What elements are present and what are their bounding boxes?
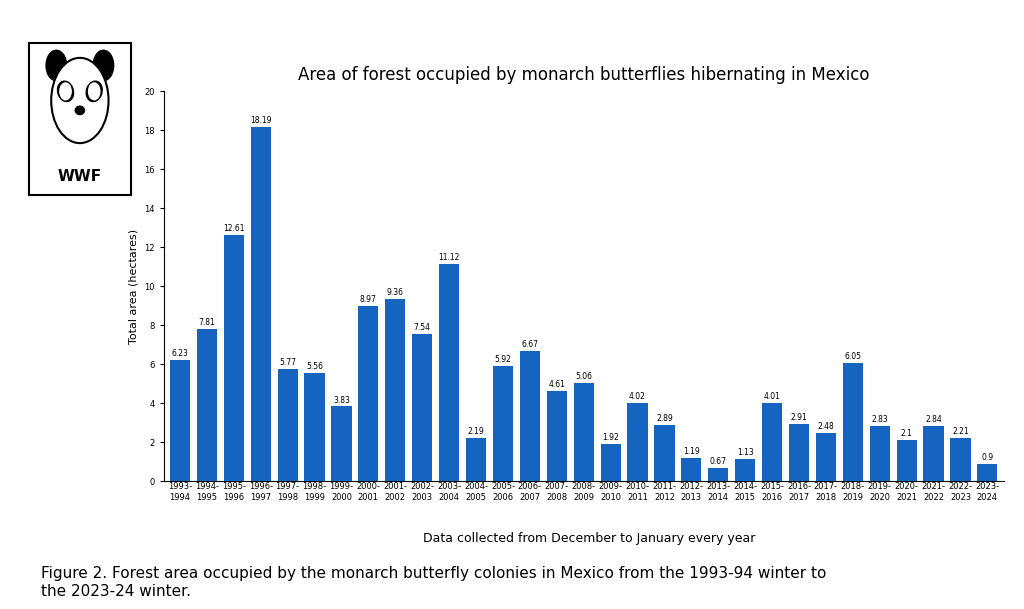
Bar <box>843 363 863 481</box>
Bar <box>520 351 540 481</box>
Text: 2.48: 2.48 <box>817 422 835 431</box>
Bar <box>466 438 486 481</box>
Bar <box>950 438 971 481</box>
Bar <box>628 403 647 481</box>
Ellipse shape <box>57 81 74 102</box>
Bar <box>897 440 916 481</box>
Text: 12.61: 12.61 <box>223 225 245 233</box>
Bar <box>197 329 217 481</box>
Text: 2.89: 2.89 <box>656 414 673 423</box>
Bar <box>709 468 728 481</box>
Text: 9.36: 9.36 <box>387 288 403 297</box>
Circle shape <box>93 50 114 81</box>
Bar <box>385 298 406 481</box>
Text: 6.23: 6.23 <box>172 349 188 357</box>
Ellipse shape <box>76 106 84 114</box>
Bar <box>681 458 701 481</box>
Text: 5.77: 5.77 <box>280 357 296 367</box>
Circle shape <box>46 50 67 81</box>
Text: 2.83: 2.83 <box>871 415 888 424</box>
Text: 0.67: 0.67 <box>710 457 727 466</box>
Bar <box>304 373 325 481</box>
Bar <box>412 334 432 481</box>
Text: 18.19: 18.19 <box>250 116 271 125</box>
Text: 2.91: 2.91 <box>791 414 807 423</box>
Text: 6.67: 6.67 <box>521 340 539 349</box>
Bar <box>654 425 675 481</box>
Text: 1.19: 1.19 <box>683 447 699 456</box>
Text: 5.06: 5.06 <box>575 371 592 381</box>
Bar <box>439 264 459 481</box>
Text: 11.12: 11.12 <box>438 253 460 262</box>
Bar <box>977 463 997 481</box>
Y-axis label: Total area (hectares): Total area (hectares) <box>129 228 138 344</box>
Text: 2.1: 2.1 <box>901 429 912 438</box>
Bar <box>924 426 944 481</box>
Bar <box>223 235 244 481</box>
Text: Figure 2. Forest area occupied by the monarch butterfly colonies in Mexico from : Figure 2. Forest area occupied by the mo… <box>41 566 826 599</box>
Bar <box>600 444 621 481</box>
Circle shape <box>59 83 72 100</box>
Text: 4.02: 4.02 <box>629 392 646 401</box>
Circle shape <box>88 83 100 100</box>
Bar <box>816 433 836 481</box>
Bar <box>869 426 890 481</box>
Bar <box>358 306 379 481</box>
Text: WWF: WWF <box>57 169 102 184</box>
Title: Area of forest occupied by monarch butterflies hibernating in Mexico: Area of forest occupied by monarch butte… <box>298 66 869 84</box>
Text: 8.97: 8.97 <box>360 295 377 304</box>
Bar <box>332 406 351 481</box>
Text: 1.13: 1.13 <box>737 448 754 457</box>
Circle shape <box>51 58 109 143</box>
Ellipse shape <box>86 81 102 102</box>
Text: 5.56: 5.56 <box>306 362 323 371</box>
Text: 2.84: 2.84 <box>925 415 942 424</box>
Bar <box>251 127 270 481</box>
Text: 3.83: 3.83 <box>333 395 350 404</box>
Bar <box>278 368 298 481</box>
Text: 5.92: 5.92 <box>495 355 511 364</box>
Text: 0.9: 0.9 <box>981 452 993 462</box>
Bar <box>735 459 756 481</box>
Bar <box>788 424 809 481</box>
Text: 4.01: 4.01 <box>764 392 780 401</box>
Bar <box>493 366 513 481</box>
Text: Data collected from December to January every year: Data collected from December to January … <box>423 532 755 546</box>
Text: 7.54: 7.54 <box>414 323 431 333</box>
Text: 1.92: 1.92 <box>602 433 618 442</box>
Bar <box>170 360 190 481</box>
Text: 2.19: 2.19 <box>468 428 484 437</box>
Text: 6.05: 6.05 <box>845 352 861 361</box>
Text: 4.61: 4.61 <box>548 381 565 389</box>
Text: 7.81: 7.81 <box>199 318 215 327</box>
Bar <box>547 391 567 481</box>
Text: 2.21: 2.21 <box>952 427 969 436</box>
Bar <box>573 382 594 481</box>
Bar <box>762 403 782 481</box>
